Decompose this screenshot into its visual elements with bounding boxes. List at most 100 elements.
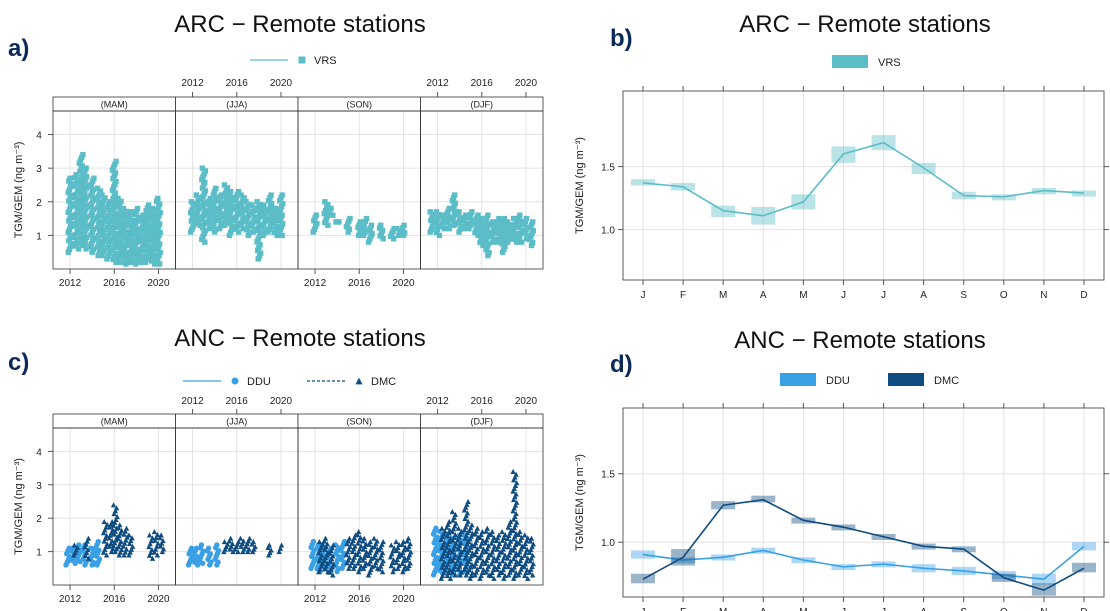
panel-c-data-column-dmc: [521, 532, 531, 581]
panel-c-data-point-dmc: [525, 535, 531, 541]
panel-c-data-point-dmc: [456, 534, 462, 540]
panel-a-data-point-vrs: [110, 184, 117, 191]
panel-c-data-point-dmc: [468, 525, 474, 531]
panel-a-data-point-vrs: [490, 227, 497, 234]
panel-c-data-point-dmc: [371, 562, 378, 569]
panel-b-x-tick-label: J: [841, 290, 846, 301]
panel-c-data-point-dmc: [529, 572, 536, 578]
panel-a-data-point-vrs: [67, 195, 73, 201]
panel-a-data-point-vrs: [232, 197, 238, 204]
panel-a-data-point-vrs: [248, 223, 255, 229]
panel-c-data-point-dmc: [355, 528, 362, 535]
panel-c-data-point-dmc: [363, 541, 369, 547]
panel-c-data-point-ddu: [95, 538, 101, 545]
panel-a-data-point-vrs: [89, 249, 95, 255]
panel-a-data-point-vrs: [149, 246, 156, 253]
panel-a-data-point-vrs: [126, 242, 133, 249]
panel-c-data-point-dmc: [463, 532, 469, 538]
panel-c-data-point-dmc: [111, 511, 117, 517]
panel-a-data-point-vrs: [157, 229, 163, 236]
panel-a-data-point-vrs: [213, 185, 219, 192]
panel-a-data-point-vrs: [94, 224, 101, 231]
panel-a-data-point-vrs: [232, 226, 239, 232]
panel-a-data-point-vrs: [517, 212, 523, 218]
panel-a-data-point-vrs: [121, 214, 127, 220]
panel-c-data-column-dmc: [126, 532, 136, 558]
panel-c-data-point-dmc: [74, 544, 81, 550]
panel-a-data-point-vrs: [207, 214, 214, 221]
panel-c-facet-label: (DJF): [471, 417, 494, 427]
panel-c-data-point-dmc: [490, 546, 497, 552]
panel-a-data-point-vrs: [451, 222, 457, 228]
panel-c-data-point-dmc: [355, 540, 361, 546]
panel-a-data-point-vrs: [129, 217, 135, 223]
panel-c-x-tick-label: 2012: [304, 594, 327, 605]
panel-c-data-point-dmc: [398, 552, 405, 558]
panel-c-data-point-dmc: [510, 508, 516, 514]
panel-c-x-tick-label: 2016: [348, 594, 371, 605]
panel-a-data-point-vrs: [267, 223, 274, 230]
panel-a-data-point-vrs: [528, 222, 535, 228]
panel-a-x-tick-label: 2020: [270, 78, 293, 89]
panel-c-data-column-dmc: [249, 539, 258, 555]
panel-c-x-tick-label: 2020: [147, 594, 170, 605]
panel-c-data-point-dmc: [529, 552, 536, 558]
panel-c-data-column-dmc: [157, 532, 167, 555]
panel-a-data-point-vrs: [193, 211, 199, 217]
panel-a-data-point-vrs: [90, 246, 97, 253]
panel-a-data-point-vrs: [210, 191, 217, 197]
panel-c-data-point-dmc: [485, 534, 491, 540]
panel-c-title: ANC − Remote stations: [174, 325, 425, 352]
panel-a-data-point-vrs: [243, 199, 249, 205]
panel-a-data-point-vrs: [84, 214, 90, 220]
panel-c-data-point-dmc: [378, 544, 384, 550]
panel-a-data-point-vrs: [324, 204, 330, 211]
panel-c-data-point-dmc: [399, 560, 405, 567]
panel-a-data-column-vrs: [471, 212, 481, 239]
panel-a-data-point-vrs: [447, 223, 454, 229]
panel-a-data-point-vrs: [140, 212, 146, 218]
panel-a-data-point-vrs: [101, 218, 107, 224]
panel-c-data-point-dmc: [523, 549, 529, 555]
panel-c-data-point-dmc: [440, 561, 446, 567]
panel-a-data-point-vrs: [79, 154, 85, 161]
panel-a-data-point-vrs: [83, 165, 89, 171]
panel-a-data-point-vrs: [82, 237, 89, 243]
panel-c-data-point-dmc: [485, 563, 492, 569]
panel-a-data-point-vrs: [97, 247, 104, 253]
panel-c-data-point-dmc: [523, 558, 530, 564]
panel-c-data-point-dmc: [123, 546, 130, 552]
panel-a-data-point-vrs: [346, 226, 353, 233]
panel-a-data-point-vrs: [267, 195, 273, 201]
panel-a-data-point-vrs: [483, 215, 490, 221]
panel-a-data-point-vrs: [139, 256, 145, 263]
panel-a-data-point-vrs: [259, 224, 266, 230]
panel-c-data-column-dmc: [515, 528, 525, 578]
panel-a-data-point-vrs: [94, 196, 100, 203]
panel-c-data-point-dmc: [488, 572, 494, 578]
panel-a-data-point-vrs: [72, 214, 78, 221]
panel-c-data-point-dmc: [474, 566, 481, 572]
panel-a-data-point-vrs: [142, 239, 149, 245]
panel-a-data-point-vrs: [491, 224, 498, 231]
panel-c-data-point-dmc: [110, 546, 116, 552]
panel-c-data-point-dmc: [346, 535, 353, 541]
panel-c-y-tick-label: 1: [36, 548, 42, 559]
panel-a-data-point-vrs: [463, 212, 469, 218]
panel-a-data-point-vrs: [111, 253, 117, 260]
panel-c-data-point-dmc: [506, 552, 512, 558]
panel-a-data-point-vrs: [529, 219, 536, 225]
panel-c-data-point-dmc: [350, 537, 356, 544]
panel-c-data-point-dmc: [121, 552, 127, 558]
panel-a-data-point-vrs: [433, 209, 440, 215]
panel-c-data-point-dmc: [468, 533, 474, 539]
panel-a-data-point-vrs: [118, 198, 124, 205]
panel-c-data-column-dmc: [146, 532, 156, 561]
panel-c-data-point-dmc: [366, 541, 372, 547]
panel-c-data-point-dmc: [85, 555, 92, 561]
panel-a-data-point-vrs: [278, 203, 285, 210]
panel-a-data-point-vrs: [510, 227, 516, 234]
panel-c-data-point-dmc: [278, 542, 285, 548]
panel-a-data-point-vrs: [145, 222, 152, 228]
panel-a-data-point-vrs: [69, 201, 75, 207]
